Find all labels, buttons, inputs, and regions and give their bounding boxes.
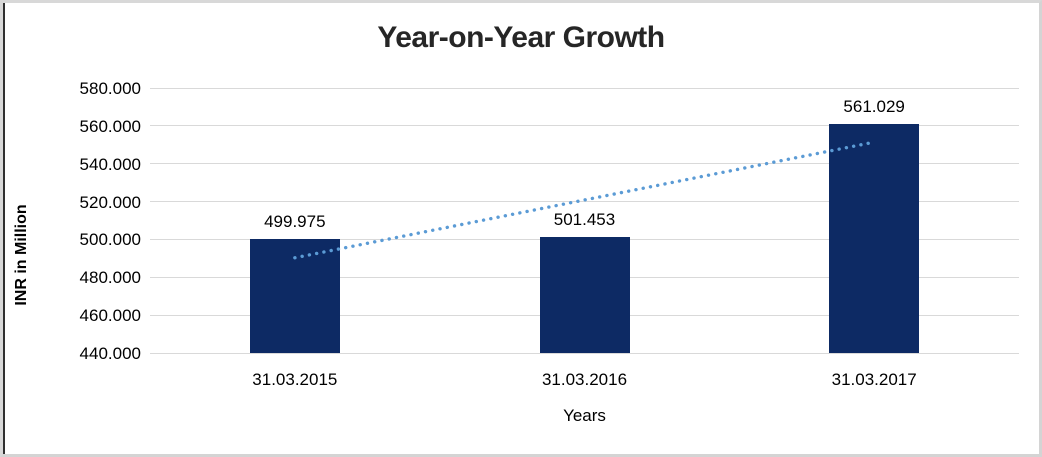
x-tick-label: 31.03.2017 [831, 370, 917, 389]
y-tick-label: 580.000 [79, 79, 141, 98]
gridline [150, 125, 1019, 127]
y-tick-label: 440.000 [79, 344, 141, 363]
bar-31.03.2017 [829, 123, 920, 353]
gridline [150, 201, 1019, 203]
gridline [150, 163, 1019, 165]
gridline [150, 87, 1019, 89]
y-axis-title: INR in Million [13, 204, 30, 306]
x-tick-label: 31.03.2016 [541, 370, 628, 389]
gridline [150, 352, 1019, 354]
bar-31.03.2016 [539, 236, 630, 353]
y-tick-label: 560.000 [79, 116, 141, 136]
plot-area: 499.975 501.453 561.029 [150, 87, 1019, 354]
x-tick-label: 31.03.2015 [252, 370, 338, 389]
y-tick-label: 540.000 [79, 154, 141, 174]
y-tick-label: 500.000 [79, 230, 141, 250]
y-tick-label: 480.000 [79, 268, 141, 288]
bar-data-label: 499.975 [264, 212, 326, 232]
bar-data-label: 561.029 [843, 96, 905, 116]
x-axis-title: Years [563, 406, 606, 425]
chart-title: Year-on-Year Growth [377, 21, 665, 54]
bar-data-label: 501.453 [553, 209, 616, 229]
trendline [293, 140, 876, 260]
y-tick-label: 520.000 [79, 192, 141, 212]
y-tick-label: 460.000 [79, 306, 141, 326]
